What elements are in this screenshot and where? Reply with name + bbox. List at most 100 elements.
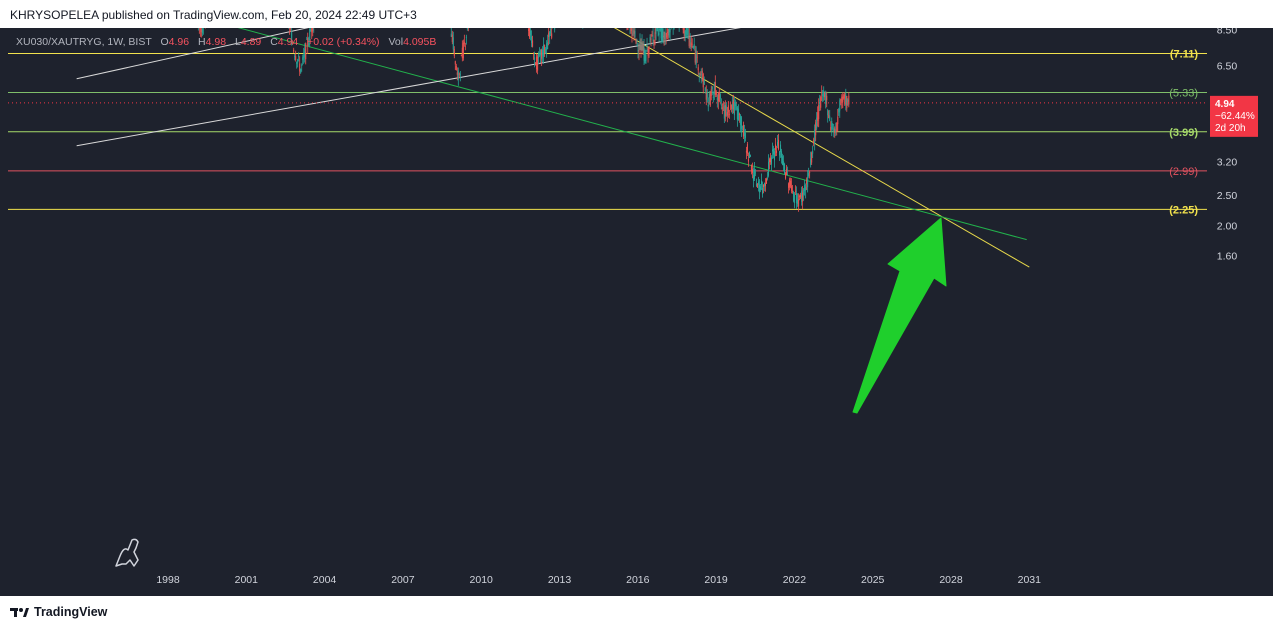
candle-body-651	[813, 139, 815, 144]
candle-body-133	[293, 49, 295, 52]
candle-body-685	[847, 99, 849, 102]
candle-body-147	[307, 37, 309, 47]
candle-body-621	[783, 161, 785, 166]
candle-body-508	[669, 29, 671, 33]
candle-body-647	[809, 172, 811, 173]
candle-body-539	[700, 73, 702, 76]
candle-body-645	[807, 177, 809, 188]
candle-body-632	[794, 194, 796, 204]
candle-body-368	[529, 28, 531, 38]
candle-body-551	[712, 96, 714, 99]
price-chart[interactable]: (71.15)(53.36)(40.01)(30.00)(22.50)(16.8…	[0, 28, 1273, 596]
candle-body-529	[690, 42, 692, 48]
candle-body-654	[816, 117, 818, 129]
candle-body-382	[543, 44, 545, 58]
candle-body-681	[843, 94, 845, 99]
candle-body-549	[710, 89, 712, 97]
candle-body-390	[551, 33, 553, 38]
candle-body-563	[724, 105, 726, 117]
trendline-1[interactable]	[79, 28, 1027, 241]
candle-body-559	[720, 104, 722, 106]
candle-body-675	[837, 116, 839, 125]
candle-body-40	[199, 28, 201, 30]
candle-body-678	[840, 98, 842, 101]
candle-body-300	[460, 55, 462, 57]
tradingview-logo-icon[interactable]	[10, 604, 30, 620]
candle-body-595	[756, 184, 758, 188]
candle-body-378	[539, 52, 541, 54]
candle-body-131	[291, 32, 293, 45]
candle-body-582	[743, 131, 745, 137]
candle-body-472	[633, 30, 635, 34]
candle-body-560	[721, 107, 723, 109]
candle-body-385	[546, 43, 548, 50]
candle-body-629	[791, 185, 793, 192]
candle-body-150	[310, 29, 312, 32]
candle-body-295	[455, 65, 457, 71]
candle-body-291	[451, 34, 453, 42]
trendline-2[interactable]	[76, 28, 1043, 147]
candle-body-637	[799, 196, 801, 198]
candle-body-638	[800, 194, 802, 198]
candle-body-525	[686, 28, 688, 35]
candle-body-650	[812, 151, 814, 154]
candle-body-592	[753, 169, 755, 179]
candle-body-680	[842, 96, 844, 102]
candle-body-562	[723, 105, 725, 119]
candle-body-487	[648, 47, 650, 55]
candle-body-597	[758, 184, 760, 193]
candle-body-370	[531, 36, 533, 44]
candle-body-606	[768, 161, 770, 176]
candle-body-615	[777, 141, 779, 146]
candle-body-603	[764, 183, 766, 187]
chart-area[interactable]: (71.15)(53.36)(40.01)(30.00)(22.50)(16.8…	[0, 28, 1273, 596]
candle-body-584	[745, 150, 747, 153]
candle-body-577	[738, 113, 740, 116]
candle-body-646	[808, 172, 810, 177]
candle-body-537	[698, 73, 700, 75]
candle-body-662	[824, 92, 826, 98]
candle-body-598	[759, 186, 761, 190]
price-badge-change: −62.44%	[1215, 111, 1255, 122]
candle-body-544	[705, 92, 707, 100]
candle-body-684	[846, 96, 848, 109]
candle-body-536	[697, 67, 699, 71]
candle-body-526	[687, 29, 689, 36]
candle-body-672	[834, 129, 836, 134]
candle-body-473	[634, 31, 636, 38]
candle-body-146	[306, 39, 308, 40]
candle-body-393	[554, 28, 556, 30]
candle-body-626	[788, 183, 790, 188]
candle-body-574	[735, 107, 737, 109]
y-tick-label-13: 2.50	[1217, 190, 1238, 202]
candle-body-591	[752, 175, 754, 181]
candle-body-489	[650, 38, 652, 40]
tradingview-brand[interactable]: TradingView	[34, 605, 108, 619]
candle-body-627	[789, 179, 791, 188]
candle-body-677	[839, 100, 841, 111]
volume-label: Vol	[388, 36, 404, 48]
candle-body-583	[744, 133, 746, 139]
target-arrow[interactable]	[852, 217, 947, 414]
candle-body-496	[657, 28, 659, 33]
candle-body-145	[305, 43, 307, 60]
candle-body-599	[760, 180, 762, 185]
candle-body-548	[709, 93, 711, 106]
high-value: 4.98	[205, 36, 227, 48]
volume-value: 4.095B	[403, 36, 437, 48]
candle-body-602	[763, 183, 765, 187]
open-value: 4.96	[168, 36, 190, 48]
candle-body-493	[654, 32, 656, 39]
candle-body-148	[308, 43, 310, 46]
candle-body-535	[696, 56, 698, 58]
trendline-3[interactable]	[76, 28, 1043, 80]
candle-body-470	[631, 33, 633, 39]
candle-body-616	[778, 139, 780, 150]
candle-body-389	[550, 29, 552, 34]
candle-body-611	[773, 148, 775, 155]
candle-body-669	[831, 120, 833, 130]
trendline-0[interactable]	[103, 28, 1030, 268]
candle-body-622	[784, 163, 786, 174]
x-tick-label-2: 2004	[313, 574, 337, 586]
candle-body-676	[838, 109, 840, 113]
